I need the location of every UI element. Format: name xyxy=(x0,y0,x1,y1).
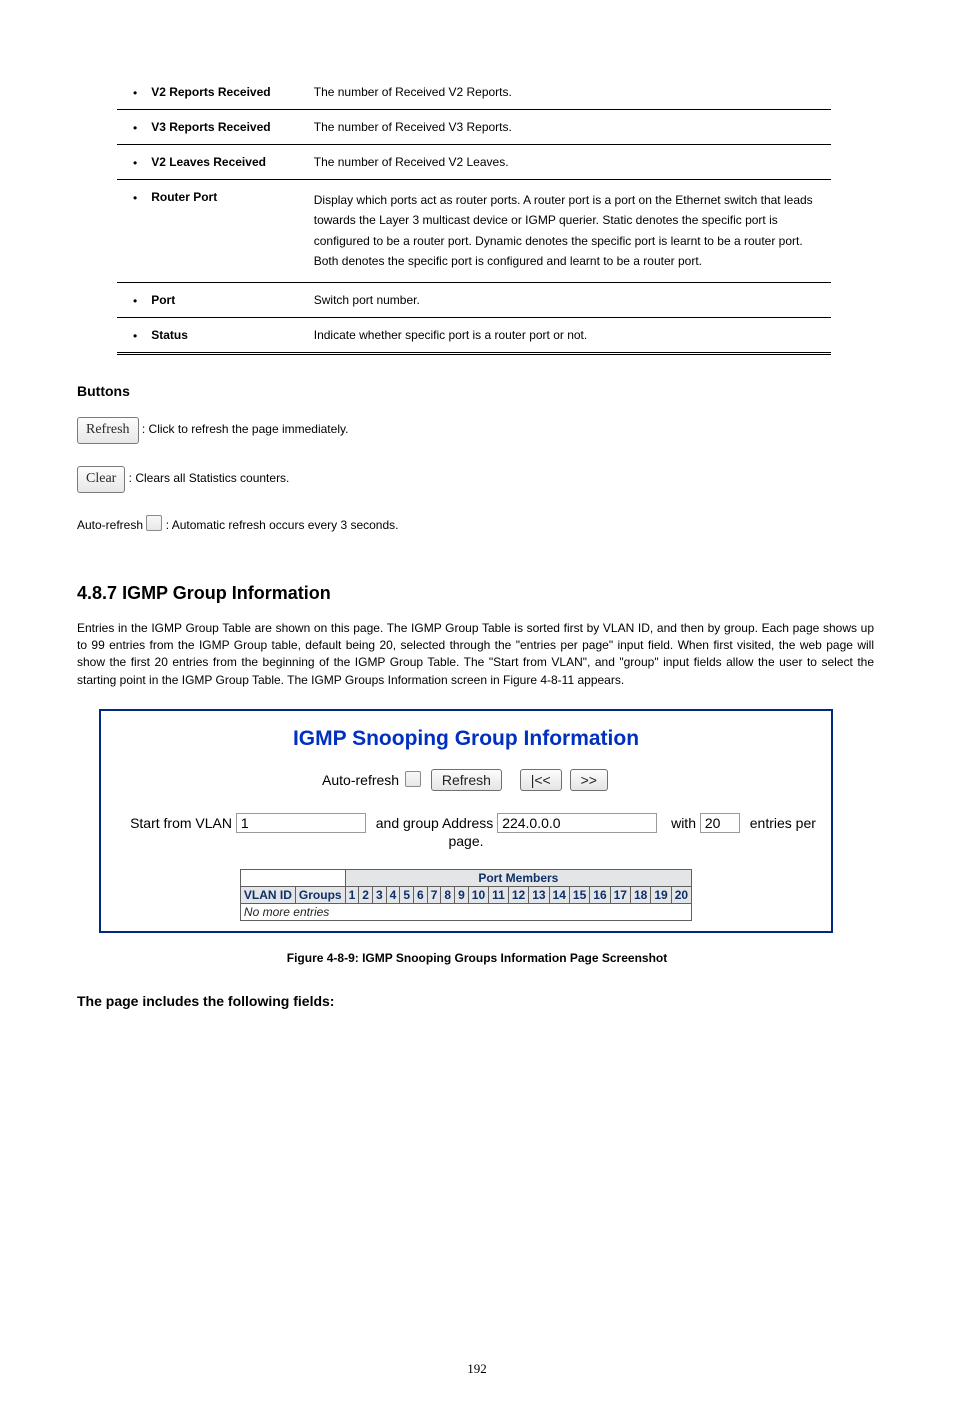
auto-refresh-desc: : Automatic refresh occurs every 3 secon… xyxy=(166,518,399,532)
row-label: V2 Leaves Received xyxy=(151,155,266,169)
shot-prev-button[interactable]: |<< xyxy=(520,769,562,791)
bullet-icon: • xyxy=(133,122,137,134)
row-label: V2 Reports Received xyxy=(151,85,270,99)
port-header: 10 xyxy=(468,887,488,904)
refresh-button-row: Refresh : Click to refresh the page imme… xyxy=(77,417,874,444)
port-header: 5 xyxy=(400,887,414,904)
table-row: • Router Port Display which ports act as r… xyxy=(117,180,831,283)
clear-button-row: Clear : Clears all Statistics counters. xyxy=(77,466,874,493)
auto-refresh-label: Auto-refresh xyxy=(77,518,146,532)
bullet-icon: • xyxy=(133,192,137,204)
port-header: 14 xyxy=(549,887,569,904)
entries-input[interactable]: 20 xyxy=(700,813,740,833)
page-number: 192 xyxy=(0,1361,954,1377)
port-members-header: Port Members xyxy=(345,870,691,887)
port-header: 11 xyxy=(489,887,509,904)
buttons-heading: Buttons xyxy=(77,383,954,399)
port-header: 20 xyxy=(671,887,691,904)
section-intro: Entries in the IGMP Group Table are show… xyxy=(77,620,874,690)
shot-auto-refresh-label: Auto-refresh xyxy=(322,772,399,788)
bullet-icon: • xyxy=(133,295,137,307)
refresh-button[interactable]: Refresh xyxy=(77,417,139,444)
port-header: 4 xyxy=(386,887,400,904)
group-address-label: and group Address xyxy=(376,815,494,831)
row-desc: Display which ports act as router ports.… xyxy=(308,180,831,283)
screenshot-filter-row: Start from VLAN 1 and group Address 224.… xyxy=(101,813,831,849)
table-row: • V3 Reports Received The number of Receiv… xyxy=(117,110,831,145)
counters-table: • V2 Reports Received The number of Receiv… xyxy=(117,75,831,355)
refresh-desc: : Click to refresh the page immediately. xyxy=(142,422,349,436)
port-header: 9 xyxy=(455,887,469,904)
start-vlan-label: Start from VLAN xyxy=(130,815,232,831)
port-header: 12 xyxy=(508,887,528,904)
figure-caption: Figure 4-8-9: IGMP Snooping Groups Infor… xyxy=(0,951,954,965)
objects-heading: The page includes the following fields: xyxy=(77,993,954,1009)
no-more-entries: No more entries xyxy=(240,904,691,921)
port-header: 3 xyxy=(372,887,386,904)
row-label: Router Port xyxy=(151,190,217,204)
port-header: 16 xyxy=(590,887,610,904)
table-row: • V2 Reports Received The number of Receiv… xyxy=(117,75,831,110)
row-desc: The number of Received V3 Reports. xyxy=(308,110,831,145)
shot-next-button[interactable]: >> xyxy=(570,769,608,791)
row-label: Status xyxy=(151,328,188,342)
table-row: • Port Switch port number. xyxy=(117,282,831,317)
row-desc: Indicate whether specific port is a rout… xyxy=(308,317,831,352)
auto-refresh-row: Auto-refresh : Automatic refresh occurs … xyxy=(77,515,874,534)
port-header: 8 xyxy=(441,887,455,904)
port-header: 2 xyxy=(359,887,373,904)
group-address-input[interactable]: 224.0.0.0 xyxy=(497,813,657,833)
row-label: V3 Reports Received xyxy=(151,120,270,134)
shot-auto-refresh-checkbox[interactable] xyxy=(405,771,421,787)
port-header: 19 xyxy=(651,887,671,904)
bullet-icon: • xyxy=(133,87,137,99)
clear-desc: : Clears all Statistics counters. xyxy=(129,471,290,485)
row-desc: The number of Received V2 Reports. xyxy=(308,75,831,110)
section-title: IGMP Group Information xyxy=(122,583,331,603)
igmp-screenshot: IGMP Snooping Group Information Auto-ref… xyxy=(99,709,833,933)
col-groups: Groups xyxy=(295,887,345,904)
row-desc: Switch port number. xyxy=(308,282,831,317)
port-header: 15 xyxy=(569,887,589,904)
row-desc: The number of Received V2 Leaves. xyxy=(308,145,831,180)
table-row: • V2 Leaves Received The number of Receive… xyxy=(117,145,831,180)
screenshot-toolbar: Auto-refresh Refresh |<< >> xyxy=(101,769,831,791)
table-bottom-border xyxy=(117,352,831,354)
port-header: 6 xyxy=(414,887,428,904)
row-label: Port xyxy=(151,293,175,307)
igmp-group-table: Port Members VLAN ID Groups 123456789101… xyxy=(240,869,692,921)
port-header: 1 xyxy=(345,887,359,904)
with-label: with xyxy=(671,815,696,831)
port-header: 18 xyxy=(630,887,650,904)
section-heading: 4.8.7 IGMP Group Information xyxy=(77,583,954,604)
clear-button[interactable]: Clear xyxy=(77,466,125,493)
auto-refresh-checkbox[interactable] xyxy=(146,515,162,531)
screenshot-title: IGMP Snooping Group Information xyxy=(101,727,831,751)
port-header: 13 xyxy=(529,887,549,904)
bullet-icon: • xyxy=(133,330,137,342)
bullet-icon: • xyxy=(133,157,137,169)
vlan-input[interactable]: 1 xyxy=(236,813,366,833)
col-vlan-id: VLAN ID xyxy=(240,887,295,904)
section-number: 4.8.7 xyxy=(77,583,117,603)
port-header: 7 xyxy=(427,887,441,904)
port-header: 17 xyxy=(610,887,630,904)
table-row: • Status Indicate whether specific port is… xyxy=(117,317,831,352)
shot-refresh-button[interactable]: Refresh xyxy=(431,769,502,791)
